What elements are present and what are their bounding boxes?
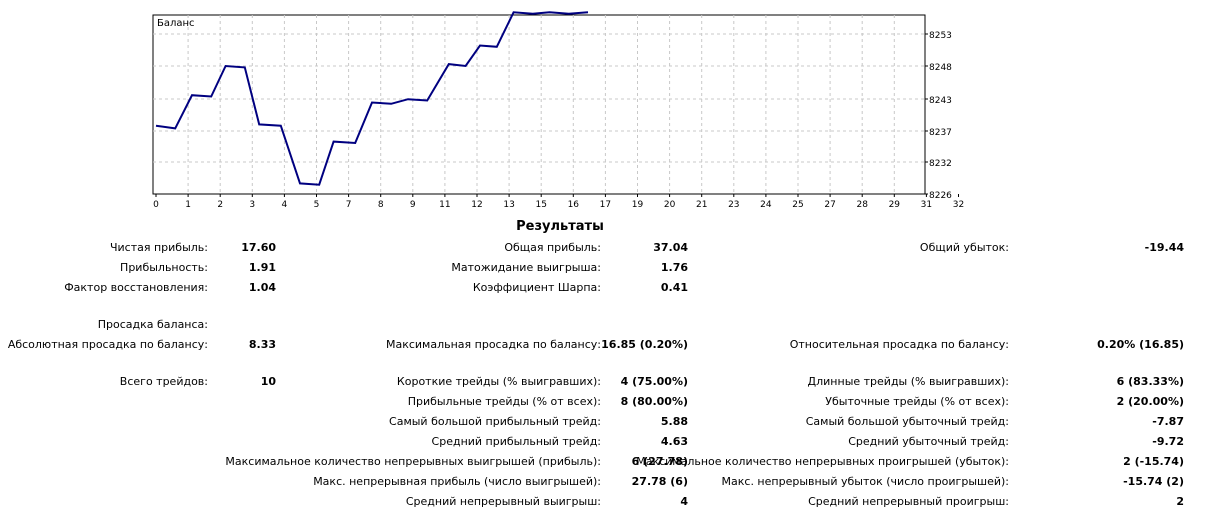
result-value: 16.85 (0.20%) (601, 338, 688, 351)
result-value: 1.91 (248, 261, 276, 274)
y-tick-label: 8253 (929, 31, 952, 41)
result-value: 8 (80.00%) (620, 395, 688, 408)
result-label: Максимальная просадка по балансу: (385, 338, 601, 351)
result-label: Макс. непрерывная прибыль (число выигрыш… (313, 475, 601, 488)
x-tick-label: 16 (568, 200, 580, 210)
y-tick-label: 8237 (929, 128, 952, 138)
results-title: Результаты (516, 219, 604, 234)
result-label: Прибыльность: (120, 261, 208, 274)
result-value: 0.20% (16.85) (1097, 338, 1184, 351)
x-tick-label: 29 (889, 200, 901, 210)
x-tick-label: 19 (632, 200, 644, 210)
result-label: Чистая прибыль: (109, 241, 208, 254)
result-value: 37.04 (653, 241, 688, 254)
x-tick-label: 12 (471, 200, 482, 210)
y-tick-label: 8243 (929, 96, 952, 106)
result-label: Максимальное количество непрерывных прои… (636, 455, 1009, 468)
result-value: 1.76 (660, 261, 688, 274)
x-tick-label: 32 (953, 200, 964, 210)
x-tick-label: 5 (314, 200, 320, 210)
result-value: 4.63 (660, 435, 688, 448)
result-value: 17.60 (241, 241, 276, 254)
result-label: Длинные трейды (% выигравших): (807, 375, 1009, 388)
result-value: 6 (83.33%) (1116, 375, 1184, 388)
result-value: 8.33 (248, 338, 276, 351)
result-value: 2 (20.00%) (1116, 395, 1184, 408)
result-label: Максимальное количество непрерывных выиг… (225, 455, 601, 468)
chart-plot-area (152, 14, 926, 195)
x-tick-label: 4 (282, 200, 288, 210)
result-value: 6 (27.78) (631, 455, 688, 468)
result-label: Прибыльные трейды (% от всех): (407, 395, 601, 408)
result-value: 10 (260, 375, 276, 388)
result-value: -7.87 (1152, 415, 1184, 428)
x-tick-label: 15 (535, 200, 546, 210)
x-tick-label: 20 (664, 200, 676, 210)
result-label: Средний непрерывный выигрыш: (405, 495, 601, 508)
result-label: Просадка баланса: (97, 318, 208, 331)
result-value: 0.41 (660, 281, 688, 294)
result-value: -19.44 (1144, 241, 1184, 254)
result-label: Самый большой убыточный трейд: (805, 415, 1009, 428)
result-label: Абсолютная просадка по балансу: (7, 338, 208, 351)
result-label: Фактор восстановления: (64, 281, 208, 294)
result-label: Средний прибыльный трейд: (431, 435, 601, 448)
x-tick-label: 24 (760, 200, 772, 210)
result-value: 4 (75.00%) (620, 375, 688, 388)
x-tick-label: 27 (824, 200, 835, 210)
x-tick-label: 8 (378, 200, 384, 210)
x-tick-label: 0 (153, 200, 159, 210)
x-tick-label: 31 (921, 200, 932, 210)
result-label: Средний убыточный трейд: (848, 435, 1009, 448)
result-label: Всего трейдов: (119, 375, 208, 388)
result-value: 2 (1176, 495, 1184, 508)
result-label: Общий убыток: (919, 241, 1009, 254)
x-tick-label: 2 (217, 200, 223, 210)
y-tick-label: 8226 (929, 191, 952, 201)
result-label: Короткие трейды (% выигравших): (396, 375, 601, 388)
balance-series-line (155, 11, 589, 186)
chart-title: Баланс (157, 18, 195, 29)
result-label: Убыточные трейды (% от всех): (825, 395, 1009, 408)
result-value: -15.74 (2) (1123, 475, 1184, 488)
result-value: 4 (680, 495, 688, 508)
x-tick-label: 13 (503, 200, 514, 210)
result-value: 2 (-15.74) (1123, 455, 1184, 468)
x-tick-label: 7 (346, 200, 352, 210)
result-label: Матожидание выигрыша: (451, 261, 601, 274)
balance-chart: 0 1 2 3 4 5 7 8 9 11 12 13 15 16 17 19 20 21 23 24 25 27 28 29 3… (152, 11, 964, 210)
result-label: Общая прибыль: (504, 241, 601, 254)
x-tick-label: 17 (600, 200, 611, 210)
x-tick-label: 28 (856, 200, 868, 210)
result-value: -9.72 (1152, 435, 1184, 448)
x-tick-label: 25 (792, 200, 803, 210)
x-tick-label: 21 (696, 200, 707, 210)
result-label: Коэффициент Шарпа: (472, 281, 601, 294)
result-label: Самый большой прибыльный трейд: (389, 415, 601, 428)
result-value: 1.04 (248, 281, 276, 294)
chart-ticks: 0 1 2 3 4 5 7 8 9 11 12 13 15 16 17 19 20 21 23 24 25 27 28 29 3… (153, 31, 964, 210)
y-tick-label: 8248 (929, 63, 952, 73)
result-label: Средний непрерывный проигрыш: (808, 495, 1009, 508)
result-label: Макс. непрерывный убыток (число проигрыш… (721, 475, 1009, 488)
chart-series (155, 11, 589, 186)
x-tick-label: 11 (439, 200, 450, 210)
x-tick-label: 1 (185, 200, 191, 210)
x-tick-label: 23 (728, 200, 739, 210)
result-label: Относительная просадка по балансу: (789, 338, 1009, 351)
result-value: 5.88 (660, 415, 688, 428)
result-value: 27.78 (6) (631, 475, 688, 488)
x-tick-label: 9 (410, 200, 416, 210)
x-tick-label: 3 (249, 200, 255, 210)
y-tick-label: 8232 (929, 159, 952, 169)
